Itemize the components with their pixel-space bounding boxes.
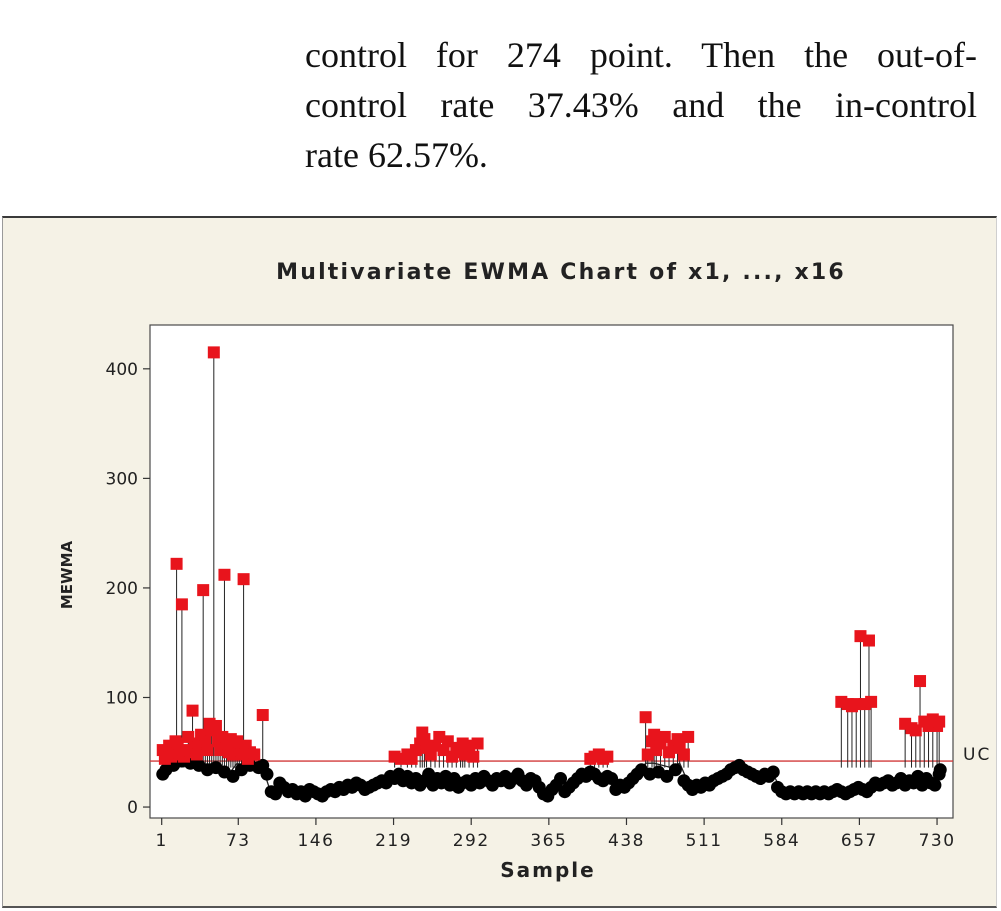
out-of-control-point [601,750,614,763]
out-of-control-point [175,598,188,611]
y-tick-label: 400 [106,360,138,380]
out-of-control-point [639,711,652,724]
x-tick-label: 730 [919,831,956,851]
out-of-control-point [218,568,231,581]
out-of-control-point [201,744,214,757]
y-axis-label: MEWMA [58,540,76,609]
in-control-point [668,763,682,777]
body-paragraph: control for 274 point. Then the out-of- … [305,30,977,180]
out-of-control-point [933,715,946,728]
out-of-control-point [256,709,269,722]
out-of-control-point [197,584,210,597]
x-tick-label: 219 [375,831,412,851]
out-of-control-point [467,750,480,763]
y-axis-ticks: 0 100 200 300 400 [106,360,150,818]
x-tick-label: 365 [530,831,567,851]
in-control-point [554,772,568,786]
out-of-control-point [865,695,878,708]
chart-title: Multivariate EWMA Chart of x1, ..., x16 [276,260,846,285]
out-of-control-point [186,704,199,717]
x-axis-label: Sample [500,858,595,882]
y-tick-label: 300 [106,469,138,489]
out-of-control-point [682,730,695,743]
plot-area [149,324,954,819]
y-tick-label: 0 [127,798,138,818]
out-of-control-point [862,634,875,647]
x-tick-label: 584 [763,831,800,851]
x-tick-label: 438 [608,831,645,851]
in-control-point [766,765,780,779]
chart-marks [150,346,953,803]
x-tick-label: 73 [226,831,251,851]
x-tick-label: 146 [297,831,334,851]
out-of-control-point [248,748,261,761]
out-of-control-point [914,675,927,688]
x-tick-label: 657 [841,831,878,851]
out-of-control-point [190,748,203,761]
out-of-control-point [170,557,183,570]
x-tick-label: 511 [686,831,723,851]
y-tick-label: 200 [106,579,138,599]
out-of-control-point [471,737,484,750]
out-of-control-point [209,719,222,732]
paragraph-line-3: rate 62.57%. [305,135,488,175]
paragraph-line-2: control rate 37.43% and the in-control [305,85,977,125]
ucl-label: UC [963,745,991,765]
paragraph-line-1: control for 274 point. Then the out-of- [305,35,977,75]
y-tick-label: 100 [106,688,138,708]
out-of-control-point [182,730,195,743]
in-control-point [928,778,942,792]
x-tick-label: 1 [156,831,168,851]
x-axis-ticks: 1 73 146 219 292 365 438 511 584 657 730 [156,818,956,851]
in-control-point [260,767,274,781]
x-tick-label: 292 [453,831,490,851]
in-control-point [933,763,947,777]
out-of-control-point [677,748,690,761]
out-of-control-point [207,346,220,359]
out-of-control-point [237,573,250,586]
